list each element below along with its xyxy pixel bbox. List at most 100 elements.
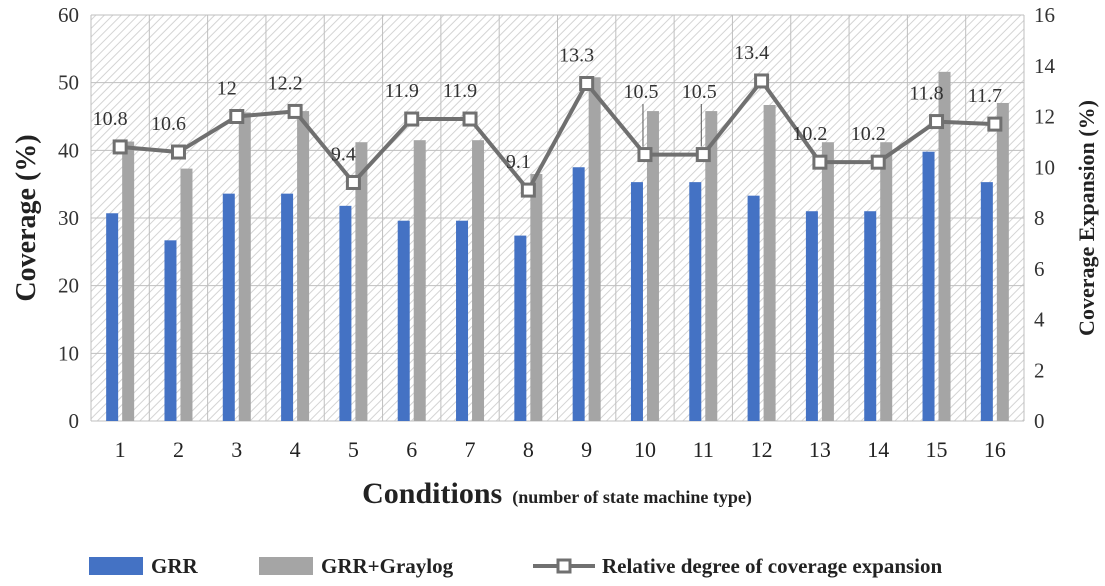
bar-grr (106, 213, 119, 421)
y-tick-label: 50 (58, 71, 79, 95)
bar-grr (864, 211, 877, 421)
data-label: 10.8 (93, 108, 128, 130)
y-tick-label: 40 (58, 138, 79, 162)
bar-grr (514, 235, 527, 421)
y-right-tick-label: 12 (1034, 105, 1055, 129)
x-tick-label: 15 (926, 437, 948, 462)
expansion-point (579, 76, 595, 92)
y-right-tick-label: 4 (1034, 308, 1045, 332)
bar-grr-graylog (355, 142, 368, 422)
x-tick-label: 2 (173, 437, 184, 462)
bar-grr (689, 182, 702, 421)
x-axis-title-main: Conditions (362, 477, 502, 510)
x-tick-label: 6 (406, 437, 417, 462)
left-y-ticks: 0 10 20 30 40 50 60 (58, 3, 79, 433)
bar-grr-graylog (705, 111, 718, 421)
expansion-point (287, 103, 303, 119)
y-tick-label: 60 (58, 3, 79, 27)
data-label: 10.6 (151, 113, 186, 135)
x-tick-label: 3 (231, 437, 242, 462)
right-y-ticks: 0 2 4 6 8 10 12 14 16 (1034, 3, 1056, 433)
x-tick-label: 13 (809, 437, 831, 462)
data-label: 11.7 (968, 85, 1002, 107)
legend-marker-icon (556, 558, 572, 574)
y-right-tick-label: 10 (1034, 155, 1055, 179)
x-tick-label: 11 (693, 437, 714, 462)
data-label: 12.2 (268, 72, 303, 94)
expansion-point (754, 73, 770, 89)
expansion-point (812, 154, 828, 170)
legend: GRR GRR+Graylog Relative degree of cover… (89, 554, 943, 578)
legend-label-grr: GRR (151, 554, 199, 578)
data-label: 11.9 (443, 80, 477, 102)
y-tick-label: 0 (69, 409, 80, 433)
bar-grr-graylog (122, 141, 135, 421)
expansion-point (929, 114, 945, 130)
bar-grr-graylog (413, 140, 426, 421)
data-label: 13.3 (559, 45, 594, 67)
expansion-point (170, 144, 186, 160)
bar-grr (281, 193, 294, 421)
bar-grr-graylog (530, 174, 543, 421)
bar-grr-graylog (763, 104, 776, 421)
y-right-tick-label: 14 (1034, 54, 1056, 78)
bar-grr-graylog (180, 168, 193, 421)
bar-grr (630, 182, 643, 421)
expansion-point (637, 147, 653, 163)
bar-grr (339, 205, 352, 421)
y-right-tick-label: 6 (1034, 257, 1045, 281)
bar-grr-graylog (996, 102, 1009, 421)
expansion-point (462, 111, 478, 127)
bar-grr-graylog (238, 112, 251, 421)
data-label: 11.9 (385, 80, 419, 102)
legend-swatch-grr-graylog (259, 557, 313, 575)
x-tick-label: 16 (984, 437, 1006, 462)
y-right-tick-label: 8 (1034, 206, 1045, 230)
data-label: 10.2 (792, 123, 827, 145)
bar-grr-graylog (938, 71, 951, 421)
bar-grr-graylog (472, 140, 485, 421)
legend-label-grr-graylog: GRR+Graylog (321, 554, 454, 578)
bar-grr (572, 167, 585, 421)
x-ticks: 1 2 3 4 5 6 7 8 9 10 11 12 13 14 15 16 (115, 437, 1006, 462)
data-label: 10.2 (851, 123, 886, 145)
legend-label-expansion: Relative degree of coverage expansion (602, 554, 943, 578)
x-tick-label: 12 (751, 437, 773, 462)
bar-grr-graylog (880, 142, 893, 422)
y-right-tick-label: 2 (1034, 358, 1045, 382)
legend-swatch-grr (89, 557, 143, 575)
bar-grr (980, 182, 993, 421)
bar-grr (164, 240, 177, 421)
expansion-point (987, 116, 1003, 132)
data-label: 13.4 (734, 42, 769, 64)
bar-grr (805, 211, 818, 421)
y-right-tick-label: 16 (1034, 3, 1055, 27)
expansion-point (520, 182, 536, 198)
y-tick-label: 20 (58, 274, 79, 298)
data-label: 9.4 (331, 143, 356, 165)
x-tick-label: 7 (465, 437, 476, 462)
expansion-point (345, 174, 361, 190)
expansion-point (695, 147, 711, 163)
x-tick-label: 5 (348, 437, 359, 462)
bar-grr (747, 195, 760, 421)
expansion-point (112, 139, 128, 155)
x-tick-label: 8 (523, 437, 534, 462)
data-label: 12 (217, 78, 237, 100)
bar-grr (922, 151, 935, 422)
data-label: 10.5 (682, 81, 717, 103)
x-axis-title-note: (number of state machine type) (512, 487, 752, 508)
data-label: 11.8 (909, 83, 943, 105)
bar-grr-graylog (297, 111, 310, 421)
expansion-polyline (119, 78, 995, 193)
y-tick-label: 10 (58, 341, 79, 365)
x-tick-label: 4 (290, 437, 301, 462)
bars (106, 71, 1009, 422)
data-label: 9.1 (506, 151, 531, 173)
bar-grr (456, 220, 469, 421)
y-axis-right-title: Coverage Expansion (%) (1074, 100, 1099, 336)
expansion-point (404, 111, 420, 127)
bar-grr-graylog (646, 111, 659, 421)
y-tick-label: 30 (58, 206, 79, 230)
